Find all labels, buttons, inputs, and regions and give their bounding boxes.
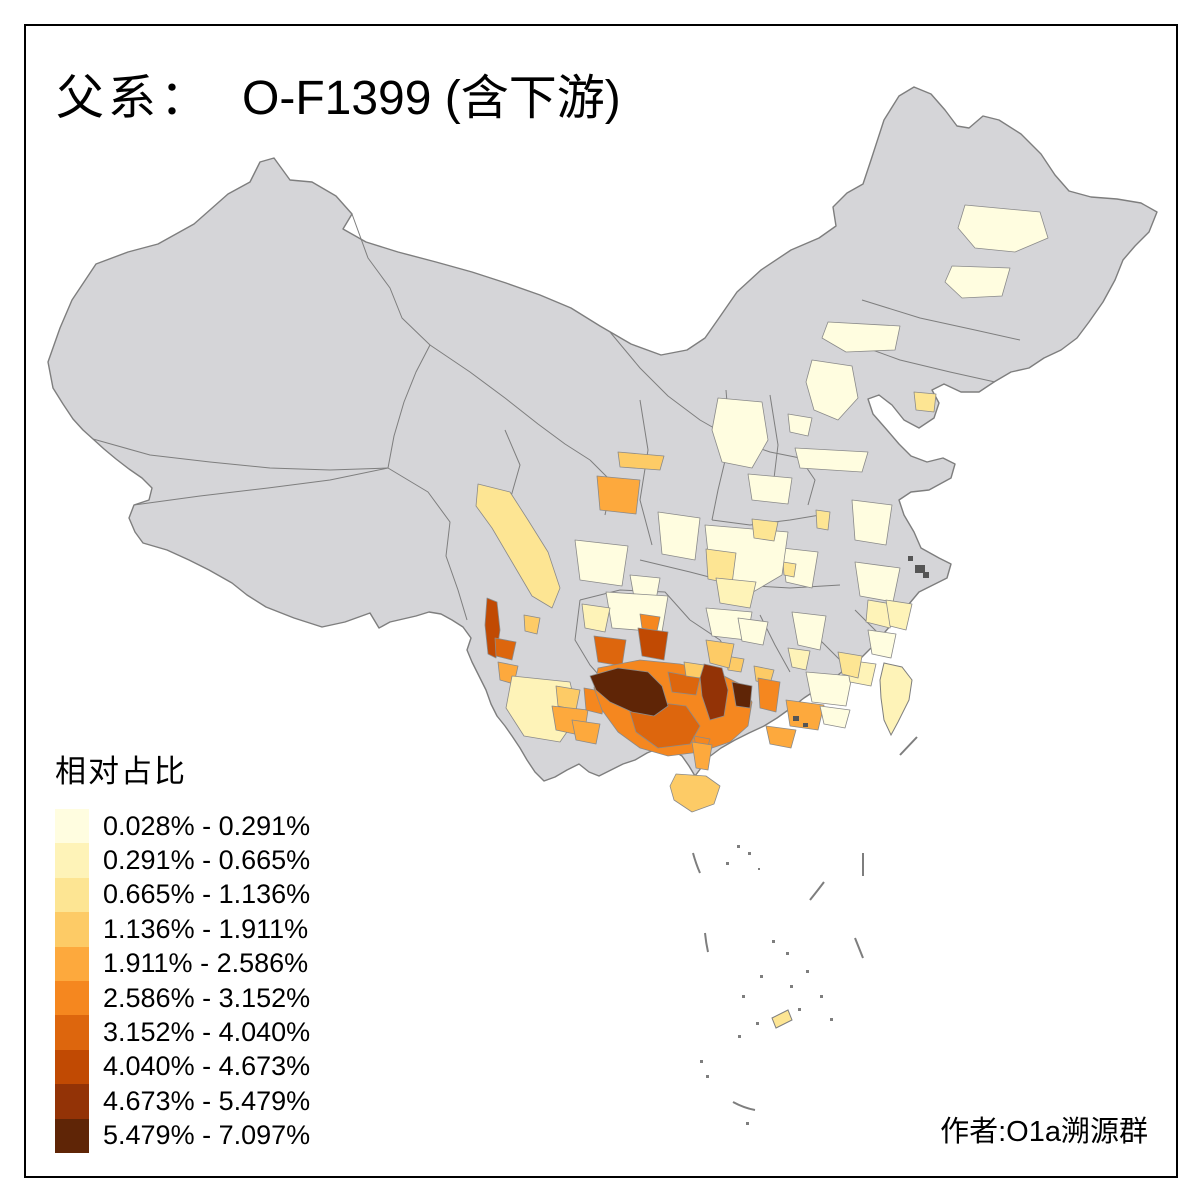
legend-label: 4.040% - 4.673% (103, 1051, 311, 1082)
legend-swatch (55, 980, 89, 1016)
region-patch (815, 509, 831, 531)
region-patch (913, 391, 937, 413)
legend-label: 4.673% - 5.479% (103, 1085, 311, 1116)
legend-item: 4.040% - 4.673% (55, 1049, 311, 1085)
region-patch (957, 204, 1049, 253)
region-patch (683, 661, 705, 679)
region-patch (885, 599, 913, 631)
region-patch (475, 483, 561, 609)
region-patch (574, 539, 629, 587)
region-patch (715, 577, 757, 609)
region-patch (747, 473, 793, 505)
islet-paracel (771, 1009, 793, 1029)
region-patch (605, 591, 669, 633)
legend-label: 5.479% - 7.097% (103, 1120, 311, 1151)
legend-label: 0.291% - 0.665% (103, 845, 311, 876)
legend-items: 0.028% - 0.291% 0.291% - 0.665% 0.665% - 1… (55, 809, 310, 1153)
legend-label: 3.152% - 4.040% (103, 1017, 311, 1048)
region-patch (711, 397, 769, 469)
page-title: 父系： O-F1399 (含下游) (56, 58, 621, 128)
title-haplogroup: O-F1399 (含下游) (242, 72, 621, 125)
title-prefix: 父系： (56, 72, 213, 125)
legend-swatch (55, 1015, 89, 1050)
region-patch (821, 321, 901, 353)
region-patch (731, 681, 753, 709)
region-patch (819, 705, 851, 729)
legend-swatch (55, 843, 89, 878)
region-patch (705, 639, 735, 669)
region-patch (699, 663, 729, 721)
choropleth-patches (475, 204, 1049, 813)
legend-item: 0.291% - 0.665% (55, 843, 311, 878)
legend-swatch (55, 809, 89, 844)
region-patch (805, 671, 853, 707)
legend-label: 2.586% - 3.152% (103, 982, 311, 1013)
region-patch (851, 499, 893, 546)
region-patch (593, 635, 627, 667)
islet-dots (700, 845, 833, 1125)
region-patch (867, 629, 897, 659)
region-patch (691, 741, 713, 771)
author-credit: 作者:O1a溯源群 (940, 1116, 1148, 1148)
region-patch (589, 667, 669, 717)
region-patch (787, 413, 813, 437)
region-patch (794, 447, 869, 473)
region-patch (617, 451, 665, 471)
legend-item: 0.028% - 0.291% (55, 809, 311, 844)
legend-label: 0.665% - 1.136% (103, 879, 311, 910)
region-patch (737, 617, 769, 646)
region-patch-hainan (669, 773, 721, 813)
region-patch (596, 475, 641, 515)
legend-swatch (55, 1049, 89, 1085)
region-patch (581, 603, 611, 633)
region-patch (555, 685, 581, 711)
legend-item: 5.479% - 7.097% (55, 1118, 311, 1153)
region-taiwan (879, 662, 913, 737)
nine-dash-line (692, 736, 918, 1111)
legend-item: 1.911% - 2.586% (55, 946, 310, 981)
legend-swatch (55, 877, 89, 913)
region-patch (837, 651, 863, 679)
legend-label: 0.028% - 0.291% (103, 810, 311, 841)
legend-label: 1.136% - 1.911% (103, 913, 309, 944)
region-patch (944, 265, 1011, 299)
legend-item: 2.586% - 3.152% (55, 980, 311, 1016)
region-patch (791, 611, 827, 651)
legend-item: 0.665% - 1.136% (55, 877, 311, 913)
legend-item: 4.673% - 5.479% (55, 1084, 311, 1119)
legend-swatch (55, 912, 89, 947)
legend-swatch (55, 1118, 89, 1153)
legend-item: 3.152% - 4.040% (55, 1015, 311, 1050)
city-cluster-dots (793, 556, 929, 727)
region-patch (765, 725, 797, 749)
region-patch (854, 561, 901, 603)
region-patch (637, 627, 669, 661)
region-patch (657, 511, 701, 561)
legend-swatch (55, 946, 89, 981)
region-patch (785, 699, 825, 731)
region-patch (787, 647, 811, 671)
legend-swatch (55, 1084, 89, 1119)
region-patch (523, 614, 541, 635)
region-patch (494, 637, 517, 661)
legend-item: 1.136% - 1.911% (55, 912, 310, 947)
region-patch (805, 359, 859, 421)
legend: 相对占比 0.028% - 0.291% 0.291% - 0.665% 0.665… (55, 746, 310, 1153)
region-patch (751, 518, 779, 542)
region-patch (782, 561, 797, 578)
region-patch (571, 719, 601, 745)
region-patch (757, 677, 781, 713)
legend-title: 相对占比 (55, 754, 187, 789)
legend-label: 1.911% - 2.586% (103, 948, 309, 979)
